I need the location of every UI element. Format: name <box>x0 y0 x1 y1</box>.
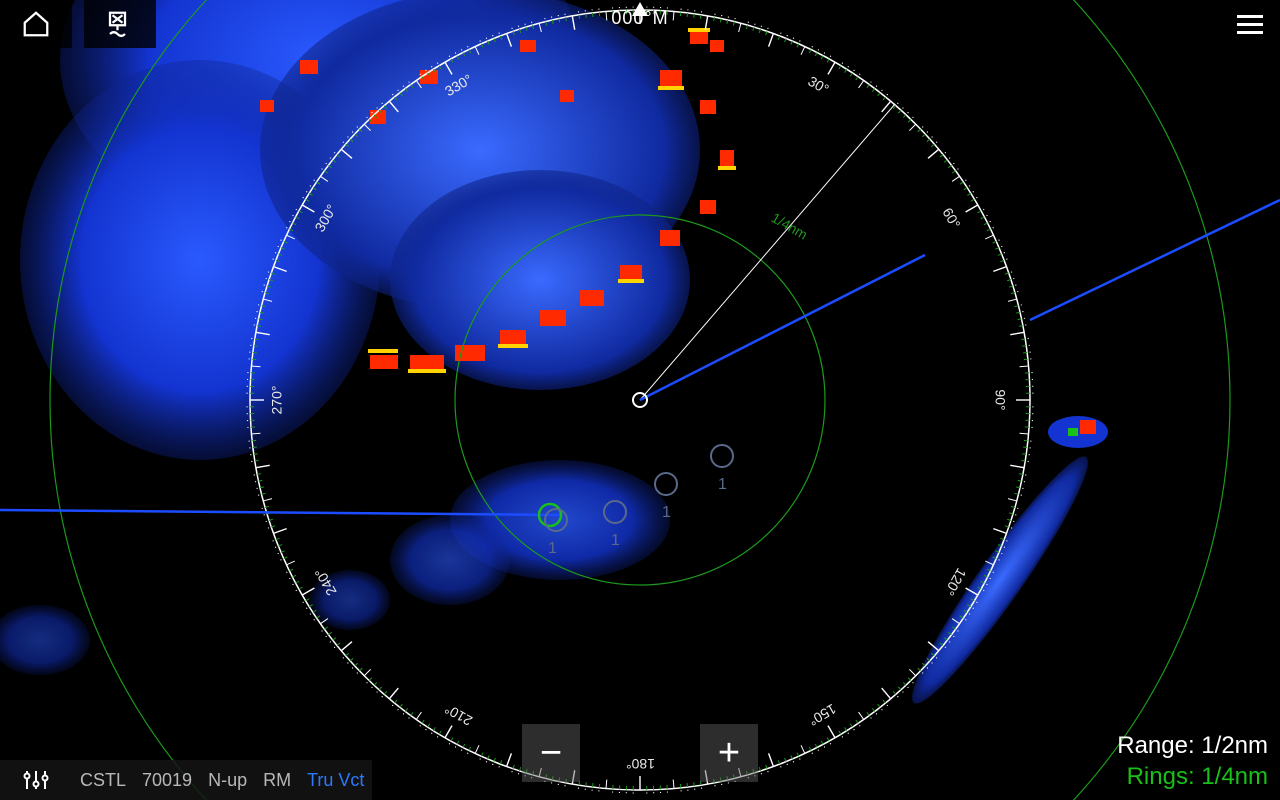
menu-icon <box>1237 15 1263 18</box>
bearing-label: 270° <box>268 386 284 415</box>
mob-icon <box>105 9 135 39</box>
status-orient[interactable]: N-up <box>200 770 255 791</box>
arpa-target[interactable] <box>544 508 568 532</box>
home-icon <box>21 9 51 39</box>
rings-label: Rings: <box>1127 763 1195 790</box>
rings-value: 1/4nm <box>1201 763 1268 790</box>
status-bar: CSTL 70019 N-up RM Tru Vct <box>0 760 372 800</box>
arpa-target[interactable] <box>710 444 734 468</box>
range-info: Range: 1/2nm Rings: 1/4nm <box>1117 730 1268 792</box>
target-id-label: 1 <box>611 532 620 550</box>
radar-echoes <box>0 0 1108 715</box>
range-label: Range: <box>1117 732 1194 759</box>
menu-button[interactable] <box>1220 0 1280 48</box>
radar-display[interactable] <box>0 0 1280 800</box>
zoom-in-button[interactable]: + <box>700 724 758 782</box>
status-motion[interactable]: RM <box>255 770 299 791</box>
target-id-label: 1 <box>718 476 727 494</box>
range-value: 1/2nm <box>1201 732 1268 759</box>
target-id-label: 1 <box>548 540 557 558</box>
settings-button[interactable] <box>0 760 72 800</box>
arpa-target[interactable] <box>603 500 627 524</box>
arpa-target[interactable] <box>654 472 678 496</box>
zoom-out-button[interactable]: − <box>522 724 580 782</box>
bearing-label: 90° <box>993 389 1009 410</box>
heading-readout: 000°M <box>611 8 668 29</box>
target-id-label: 1 <box>662 504 671 522</box>
status-vector[interactable]: Tru Vct <box>299 770 372 791</box>
status-code[interactable]: 70019 <box>134 770 200 791</box>
status-cstl[interactable]: CSTL <box>72 770 134 791</box>
mob-button[interactable] <box>84 0 156 48</box>
settings-icon <box>22 768 50 792</box>
home-button[interactable] <box>0 0 72 48</box>
